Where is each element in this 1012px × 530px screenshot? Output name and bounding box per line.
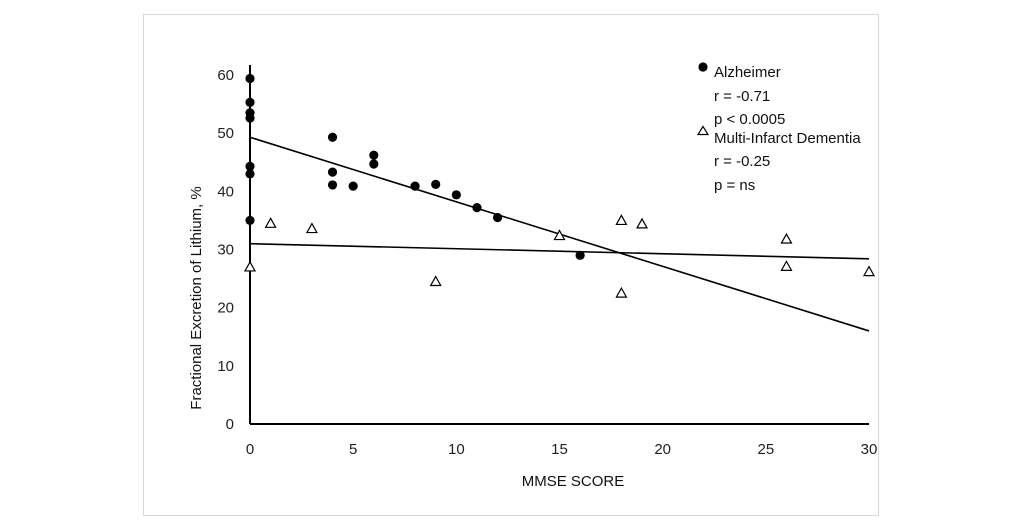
x-tick-label: 30 xyxy=(861,441,878,458)
data-point-alzheimer xyxy=(327,180,338,190)
data-point-alzheimer xyxy=(245,113,255,123)
data-point-multi-infarct-dementia xyxy=(429,275,442,287)
regression-line-multi-infarct-dementia xyxy=(249,242,870,260)
data-point-multi-infarct-dementia xyxy=(305,222,318,234)
scatter-chart: 0 5 10 15 20 25 30 0 10 20 30 40 50 60 MMSE SCORE Fr… xyxy=(188,62,878,490)
data-point-multi-infarct-dementia xyxy=(553,229,566,241)
y-tick-label: 10 xyxy=(217,358,234,375)
x-tick-label: 10 xyxy=(448,441,465,458)
data-point-alzheimer xyxy=(410,181,420,191)
legend-marker-alzheimer xyxy=(698,62,708,72)
data-points xyxy=(243,73,876,298)
data-point-alzheimer xyxy=(472,203,482,213)
y-axis-title: Fractional Excretion of Lithium, % xyxy=(188,186,205,409)
data-point-alzheimer xyxy=(327,167,338,177)
chart-frame: 0 5 10 15 20 25 30 0 10 20 30 40 50 60 MMSE SCORE Fr… xyxy=(143,14,879,516)
data-point-alzheimer xyxy=(348,181,358,191)
data-point-alzheimer xyxy=(245,73,255,84)
data-point-alzheimer xyxy=(369,159,379,169)
data-point-alzheimer xyxy=(369,150,379,160)
legend-stat-alzheimer-r: r = -0.71 xyxy=(714,88,770,105)
data-point-multi-infarct-dementia xyxy=(862,265,876,277)
data-point-multi-infarct-dementia xyxy=(615,214,628,226)
legend-label-alzheimer: Alzheimer xyxy=(714,64,781,81)
data-point-alzheimer xyxy=(245,97,255,107)
data-point-alzheimer xyxy=(431,179,441,189)
legend-marker-multi-infarct-dementia xyxy=(696,125,710,136)
legend: Alzheimer r = -0.71 p < 0.0005 Multi-Inf… xyxy=(696,62,861,194)
data-point-multi-infarct-dementia xyxy=(780,260,793,271)
x-axis-title: MMSE SCORE xyxy=(522,473,625,490)
x-tick-label: 5 xyxy=(349,441,357,458)
y-tick-label: 20 xyxy=(217,300,234,317)
data-point-multi-infarct-dementia xyxy=(615,286,628,298)
y-tick-labels: 0 10 20 30 40 50 60 xyxy=(217,67,234,433)
data-point-alzheimer xyxy=(493,212,503,223)
x-tick-label: 0 xyxy=(246,441,254,458)
data-point-multi-infarct-dementia xyxy=(264,217,277,228)
data-point-alzheimer xyxy=(575,250,585,260)
y-tick-label: 0 xyxy=(226,416,234,433)
legend-stat-mid-p: p = ns xyxy=(714,177,755,194)
data-point-multi-infarct-dementia xyxy=(636,217,649,229)
legend-label-multi-infarct-dementia: Multi-Infarct Dementia xyxy=(714,130,861,147)
legend-stat-alzheimer-p: p < 0.0005 xyxy=(714,111,785,128)
axes xyxy=(249,65,869,425)
legend-stat-mid-r: r = -0.25 xyxy=(714,153,770,170)
x-tick-label: 20 xyxy=(654,441,671,458)
data-point-multi-infarct-dementia xyxy=(780,232,793,244)
data-point-alzheimer xyxy=(245,161,255,171)
data-point-multi-infarct-dementia xyxy=(243,260,257,272)
data-point-alzheimer xyxy=(245,169,255,179)
y-tick-label: 60 xyxy=(217,67,234,84)
x-tick-label: 15 xyxy=(551,441,568,458)
y-tick-label: 40 xyxy=(217,183,234,200)
y-tick-label: 50 xyxy=(217,125,234,142)
x-tick-label: 25 xyxy=(757,441,774,458)
data-point-alzheimer xyxy=(327,132,338,142)
data-point-alzheimer xyxy=(245,215,255,226)
y-tick-label: 30 xyxy=(217,242,234,259)
data-point-alzheimer xyxy=(451,190,461,200)
x-tick-labels: 0 5 10 15 20 25 30 xyxy=(246,441,878,458)
